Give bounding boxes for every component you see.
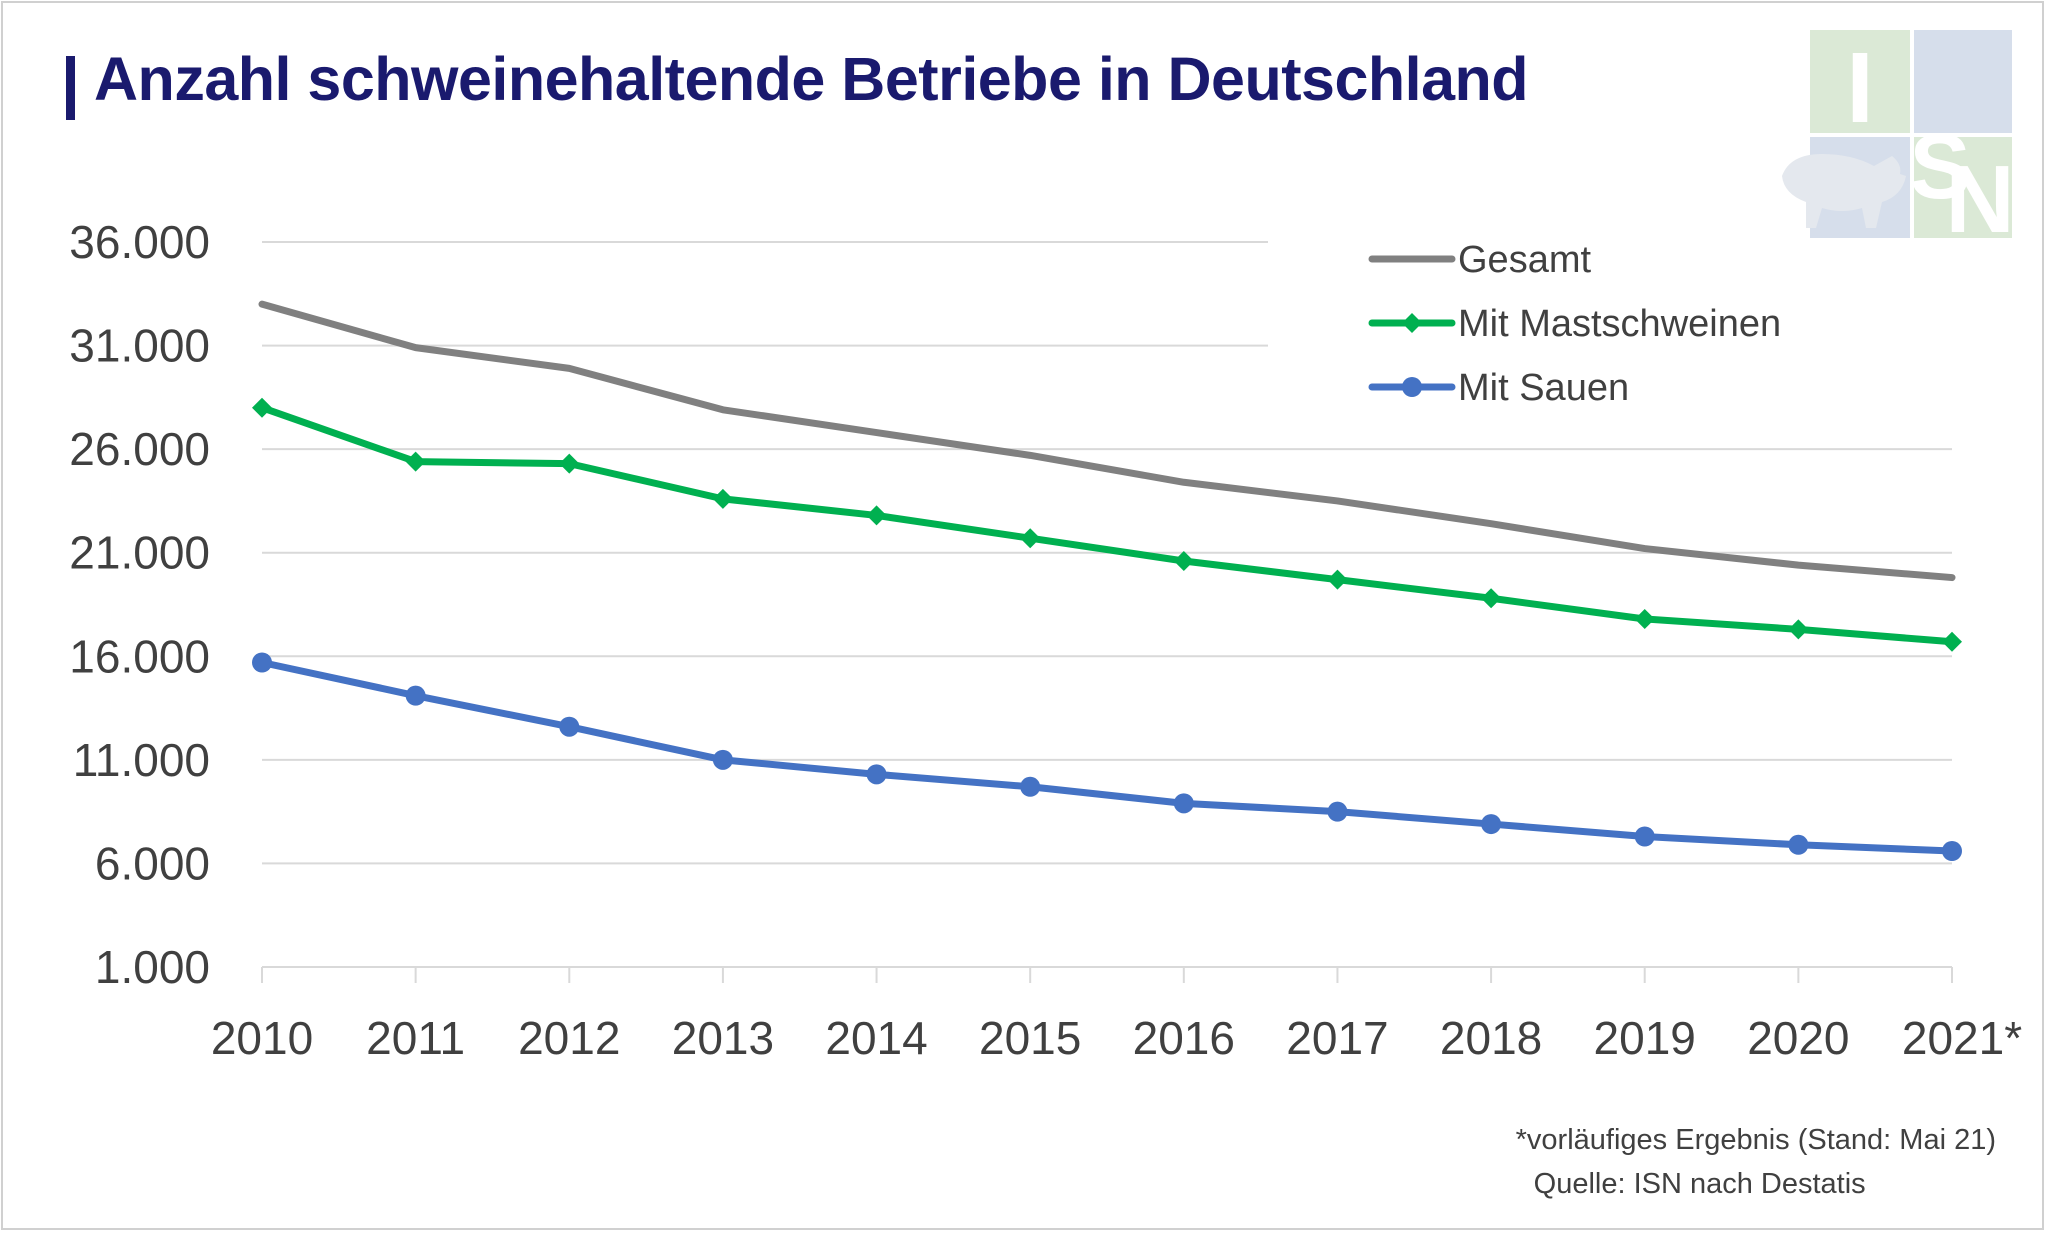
svg-text:S: S	[1909, 116, 1970, 218]
data-point-sauen	[1173, 793, 1194, 814]
data-point-sauen	[559, 716, 580, 737]
y-tick-label: 1.000	[95, 941, 210, 993]
title-accent-bar	[66, 56, 75, 120]
data-point-mastschweine	[1173, 551, 1194, 571]
data-point-sauen	[1481, 814, 1502, 835]
legend-label-mastschweine: Mit Mastschweinen	[1458, 303, 1781, 345]
x-tick-label: 2016	[1133, 1012, 1235, 1064]
legend: Gesamt Mit Mastschweinen Mit Sauen	[1368, 239, 1781, 409]
tick-labels: 1.000 6.000 11.000 16.000 21.000 26.000 31.000…	[69, 216, 2022, 1064]
data-point-sauen	[712, 749, 733, 770]
y-tick-label: 16.000	[69, 630, 210, 682]
chart-title: Anzahl schweinehaltende Betriebe in Deut…	[94, 45, 1529, 113]
x-tick-label: 2019	[1594, 1012, 1696, 1064]
axes	[261, 966, 1953, 983]
y-tick-label: 6.000	[95, 837, 210, 889]
y-tick-label: 31.000	[69, 320, 210, 372]
data-point-sauen	[866, 764, 887, 785]
legend-label-sauen: Mit Sauen	[1458, 367, 1629, 409]
x-tick-label: 2018	[1440, 1012, 1542, 1064]
data-point-mastschweine	[712, 488, 733, 509]
footnote-note: *vorläufiges Ergebnis (Stand: Mai 21)	[1515, 1124, 1996, 1156]
y-tick-label: 26.000	[69, 423, 210, 475]
data-point-mastschweine	[1481, 588, 1502, 609]
series-line-gesamt	[258, 300, 1956, 582]
x-tick-label: 2010	[211, 1012, 313, 1064]
x-tick-label: 2017	[1286, 1012, 1388, 1064]
legend-label-gesamt: Gesamt	[1458, 239, 1591, 281]
x-tick-label: 2020	[1747, 1012, 1849, 1064]
svg-text:N: N	[1945, 146, 2012, 238]
footnote-source: Quelle: ISN nach Destatis	[1533, 1168, 1866, 1200]
data-point-sauen	[1020, 776, 1041, 797]
x-tick-label: 2013	[672, 1012, 774, 1064]
footnote-block: *vorläufiges Ergebnis (Stand: Mai 21) Qu…	[1516, 1118, 1996, 1206]
data-point-mastschweine	[252, 397, 272, 418]
data-point-mastschweine	[1020, 528, 1041, 549]
series-lines	[252, 300, 1962, 861]
data-point-mastschweine	[1788, 619, 1809, 640]
x-tick-label: 2011	[366, 1012, 465, 1064]
data-point-mastschweine	[1327, 569, 1348, 590]
x-tick-label: 2014	[825, 1012, 927, 1064]
y-tick-label: 36.000	[69, 216, 210, 268]
series-line-sauen	[258, 659, 1956, 855]
series-line-mastschweine	[258, 404, 1956, 646]
y-tick-label: 11.000	[73, 734, 210, 786]
legend-marker-mastschweine	[1402, 313, 1422, 333]
x-tick-label: 2015	[979, 1012, 1081, 1064]
grid-lines	[262, 241, 1952, 865]
data-point-sauen	[405, 685, 426, 706]
data-point-sauen	[1788, 834, 1809, 855]
data-point-mastschweine	[1634, 609, 1655, 629]
data-point-mastschweine	[405, 451, 426, 472]
svg-text:I: I	[1846, 32, 1874, 144]
isn-logo: I S N	[1782, 30, 2012, 238]
y-tick-label: 21.000	[69, 527, 210, 579]
data-point-sauen	[1942, 841, 1962, 861]
data-point-sauen	[252, 652, 272, 673]
legend-marker-sauen	[1402, 377, 1422, 397]
data-point-mastschweine	[559, 453, 580, 474]
data-point-sauen	[1634, 826, 1655, 847]
data-point-sauen	[1327, 801, 1348, 822]
data-point-mastschweine	[1942, 631, 1962, 652]
x-tick-label: 2012	[518, 1012, 620, 1064]
data-point-mastschweine	[866, 505, 887, 526]
x-tick-label: 2021*	[1902, 1012, 2022, 1064]
